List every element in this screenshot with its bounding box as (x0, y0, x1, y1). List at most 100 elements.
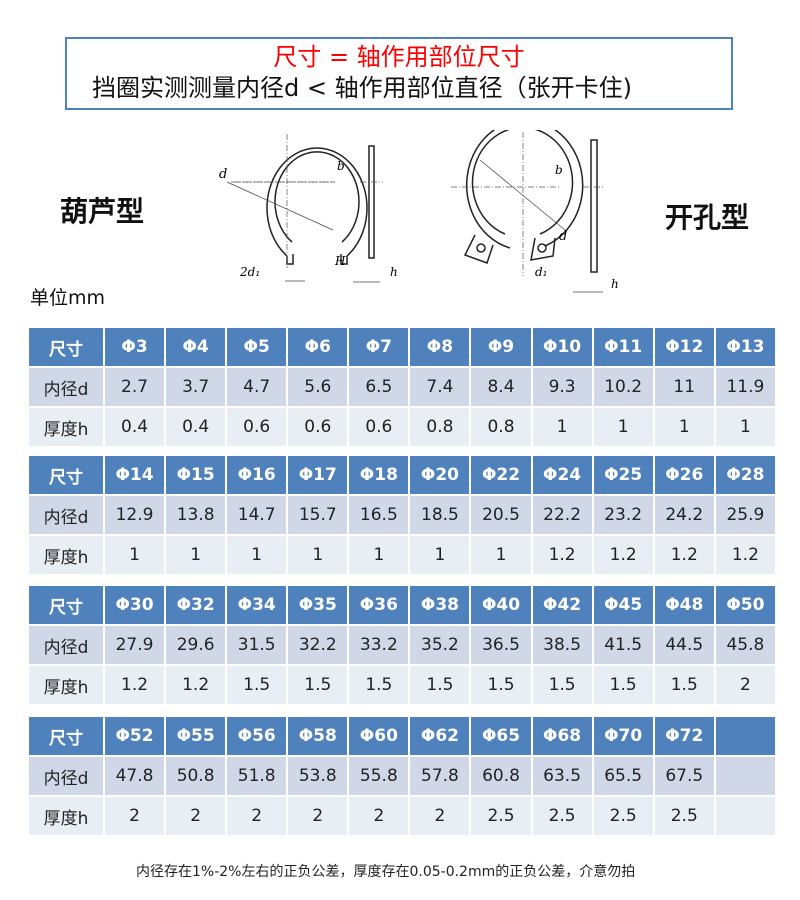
unit-label: 单位mm (30, 287, 106, 309)
cell-inner: 35.2 (410, 626, 470, 666)
cell-thickness: 2.5 (471, 797, 531, 837)
spec-table-2: 尺寸 Φ14 Φ15 Φ16 Φ17 Φ18 Φ20 Φ22 Φ24 Φ25 Φ26 Φ28 内径d 12… (27, 456, 777, 576)
cell-size: Φ14 (105, 456, 165, 496)
cell-thickness: 2 (715, 666, 775, 706)
cell-thickness: 1.5 (288, 666, 348, 706)
cell-size: Φ3 (105, 328, 165, 368)
type-hole-label: 开孔型 (665, 201, 750, 234)
cell-thickness (715, 797, 775, 837)
cell-inner: 47.8 (105, 757, 165, 797)
cell-thickness: 1 (227, 536, 287, 576)
cell-thickness: 1.2 (715, 536, 775, 576)
cell-inner: 22.2 (532, 496, 592, 536)
cell-size: Φ58 (288, 717, 348, 757)
cell-thickness: 2.5 (593, 797, 653, 837)
cell-inner: 11.9 (715, 368, 775, 408)
cell-size: Φ50 (715, 586, 775, 626)
cell-inner: 36.5 (471, 626, 531, 666)
cell-inner: 11 (654, 368, 714, 408)
cell-inner: 10.2 (593, 368, 653, 408)
spec-table-4: 尺寸 Φ52 Φ55 Φ56 Φ58 Φ60 Φ62 Φ65 Φ68 Φ70 Φ72 内径d 47.8 5… (27, 717, 777, 837)
cell-size: Φ11 (593, 328, 653, 368)
cell-thickness: 1.5 (593, 666, 653, 706)
cell-size: Φ38 (410, 586, 470, 626)
cell-size: Φ13 (715, 328, 775, 368)
cell-thickness: 1.5 (227, 666, 287, 706)
cell-size: Φ36 (349, 586, 409, 626)
cell-size: Φ6 (288, 328, 348, 368)
cell-thickness: 0.4 (166, 408, 226, 448)
cell-thickness: 0.6 (227, 408, 287, 448)
table-row-thickness: 厚度h 1.2 1.2 1.5 1.5 1.5 1.5 1.5 1.5 1.5 1.5 2 (29, 666, 775, 706)
cell-thickness: 2 (410, 797, 470, 837)
cell-inner: 4.7 (227, 368, 287, 408)
cell-inner: 45.8 (715, 626, 775, 666)
row-label-inner: 内径d (29, 757, 103, 797)
cell-inner: 38.5 (532, 626, 592, 666)
cell-inner: 25.9 (715, 496, 775, 536)
notice-box: 尺寸 = 轴作用部位尺寸 挡圈实测测量内径d < 轴作用部位直径（张开卡住) (65, 37, 733, 110)
cell-inner: 2.7 (105, 368, 165, 408)
row-label-size: 尺寸 (29, 456, 103, 496)
row-label-size: 尺寸 (29, 586, 103, 626)
cell-inner: 9.3 (532, 368, 592, 408)
cell-thickness: 1 (593, 408, 653, 448)
cell-thickness: 1.2 (654, 536, 714, 576)
cell-thickness: 1 (349, 536, 409, 576)
cell-inner: 5.6 (288, 368, 348, 408)
row-label-inner: 内径d (29, 626, 103, 666)
table-row-size: 尺寸 Φ3 Φ4 Φ5 Φ6 Φ7 Φ8 Φ9 Φ10 Φ11 Φ12 Φ13 (29, 328, 775, 368)
cell-size: Φ62 (410, 717, 470, 757)
cell-thickness: 2 (288, 797, 348, 837)
footnote: 内径存在1%-2%左右的正负公差，厚度存在0.05-0.2mm的正负公差，介意勿… (136, 864, 636, 880)
cell-size: Φ35 (288, 586, 348, 626)
label-H: H (334, 254, 346, 268)
notice-line-2: 挡圈实测测量内径d < 轴作用部位直径（张开卡住) (92, 74, 632, 102)
row-label-size: 尺寸 (29, 328, 103, 368)
cell-inner: 12.9 (105, 496, 165, 536)
cell-thickness: 2.5 (532, 797, 592, 837)
cell-size: Φ24 (532, 456, 592, 496)
cell-size: Φ5 (227, 328, 287, 368)
cell-size: Φ12 (654, 328, 714, 368)
cell-inner: 23.2 (593, 496, 653, 536)
cell-thickness: 1.2 (166, 666, 226, 706)
cell-thickness: 2.5 (654, 797, 714, 837)
cell-thickness: 0.6 (288, 408, 348, 448)
table-row-inner: 内径d 12.9 13.8 14.7 15.7 16.5 18.5 20.5 22.2 23.2 2… (29, 496, 775, 536)
cell-inner: 31.5 (227, 626, 287, 666)
cell-size: Φ52 (105, 717, 165, 757)
spec-table-1: 尺寸 Φ3 Φ4 Φ5 Φ6 Φ7 Φ8 Φ9 Φ10 Φ11 Φ12 Φ13 内径d 2.7 3.7 4.7… (27, 328, 777, 448)
table-row-thickness: 厚度h 0.4 0.4 0.6 0.6 0.6 0.8 0.8 1 1 1 1 (29, 408, 775, 448)
cell-size: Φ17 (288, 456, 348, 496)
cell-thickness: 1 (715, 408, 775, 448)
row-label-size: 尺寸 (29, 717, 103, 757)
label-h: h (611, 277, 619, 291)
cell-size: Φ32 (166, 586, 226, 626)
table-row-thickness: 厚度h 2 2 2 2 2 2 2.5 2.5 2.5 2.5 (29, 797, 775, 837)
table-row-inner: 内径d 27.9 29.6 31.5 32.2 33.2 35.2 36.5 38.5 41.5 4… (29, 626, 775, 666)
cell-thickness: 0.4 (105, 408, 165, 448)
label-d: d (219, 167, 227, 182)
cell-inner: 6.5 (349, 368, 409, 408)
cell-size: Φ16 (227, 456, 287, 496)
cell-inner: 55.8 (349, 757, 409, 797)
cell-thickness: 2 (105, 797, 165, 837)
cell-size: Φ55 (166, 717, 226, 757)
cell-thickness: 1 (288, 536, 348, 576)
cell-thickness: 1.5 (471, 666, 531, 706)
cell-inner: 53.8 (288, 757, 348, 797)
cell-inner: 65.5 (593, 757, 653, 797)
cell-inner: 24.2 (654, 496, 714, 536)
cell-inner: 51.8 (227, 757, 287, 797)
cell-size: Φ25 (593, 456, 653, 496)
spec-table-3: 尺寸 Φ30 Φ32 Φ34 Φ35 Φ36 Φ38 Φ40 Φ42 Φ45 Φ48 Φ50 内径d 27… (27, 586, 777, 706)
cell-thickness: 1 (166, 536, 226, 576)
cell-inner: 50.8 (166, 757, 226, 797)
cell-thickness: 0.8 (410, 408, 470, 448)
table-row-size: 尺寸 Φ14 Φ15 Φ16 Φ17 Φ18 Φ20 Φ22 Φ24 Φ25 Φ26 Φ28 (29, 456, 775, 496)
cell-size: Φ30 (105, 586, 165, 626)
row-label-thickness: 厚度h (29, 666, 103, 706)
cell-inner: 20.5 (471, 496, 531, 536)
